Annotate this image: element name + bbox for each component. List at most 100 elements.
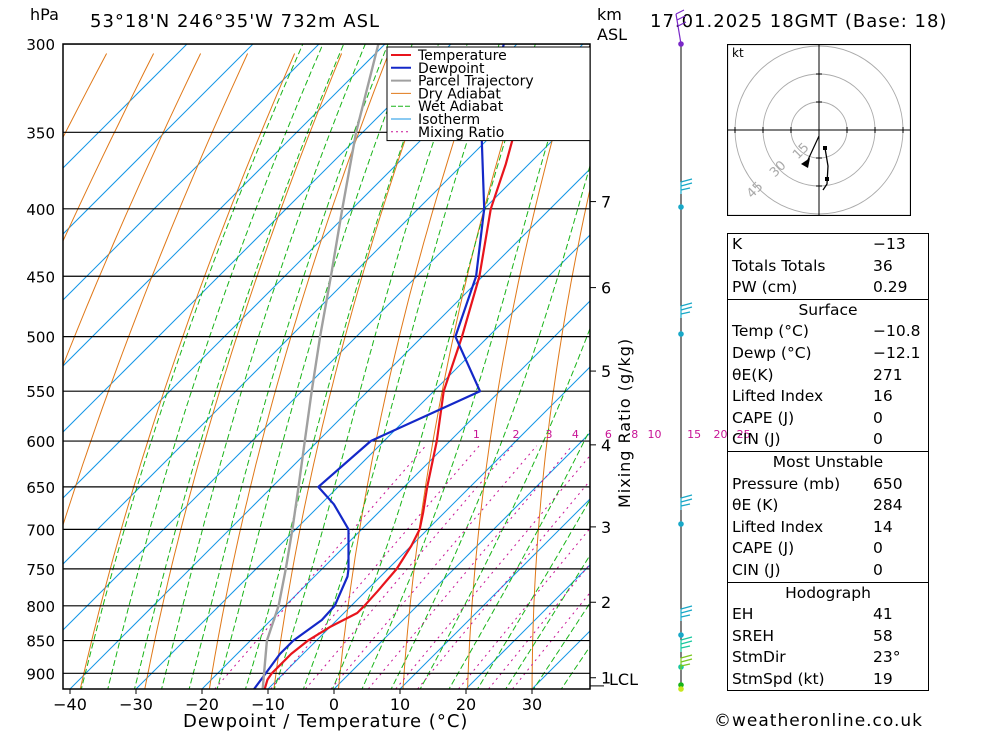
- temperature-tick-label: 10: [390, 695, 410, 714]
- datetime-title: 17.01.2025 18GMT (Base: 18): [650, 11, 948, 32]
- wind-barb: [680, 302, 693, 318]
- surface-key: CIN (J): [732, 430, 781, 449]
- wet-adiabat-line: [505, 554, 590, 689]
- mixing-ratio-axis-label: Mixing Ratio (g/kg): [615, 338, 634, 508]
- isotherm-line: [63, 44, 188, 169]
- isotherm-line: [63, 44, 320, 301]
- isotherm-line: [63, 44, 518, 499]
- credit-link[interactable]: ©weatheronline.co.uk: [714, 711, 924, 731]
- legend-box: [386, 46, 591, 142]
- surface-key: θE(K): [732, 365, 774, 384]
- plot-frame: [62, 43, 591, 690]
- dry-adiabat-line: [63, 53, 155, 243]
- hodo-value: 19: [873, 669, 893, 688]
- km-tick-label: 4: [601, 436, 611, 455]
- mu-key: θE (K): [732, 496, 779, 515]
- hodo-key: EH: [732, 605, 754, 624]
- index-key: PW (cm): [732, 278, 798, 297]
- wind-level-dot: [678, 331, 684, 337]
- mixing-ratio-label: 4: [572, 428, 579, 441]
- wind-barb: [680, 654, 693, 670]
- index-value: 0.29: [873, 278, 908, 297]
- hodograph-indices-title: Hodograph: [785, 583, 871, 602]
- dry-adiabat-line: [79, 53, 296, 689]
- mu-key: CAPE (J): [732, 539, 795, 558]
- pressure-tick-label: 750: [26, 561, 55, 579]
- hodo-key: StmDir: [732, 648, 786, 667]
- surface-value: 16: [873, 387, 893, 406]
- series-parcel-trajectory: [261, 44, 380, 689]
- surface-value: 0: [873, 408, 883, 427]
- wind-level-dot: [678, 521, 684, 527]
- km-tick-label: 6: [601, 279, 611, 298]
- wet-adiabat-line: [80, 44, 304, 689]
- surface-section: Surface Temp (°C) −10.8 Dewp (°C) −12.1 θE…: [728, 298, 928, 451]
- isotherm-line: [63, 44, 584, 565]
- dry-adiabat-line: [467, 53, 578, 689]
- wet-adiabat-line: [273, 44, 468, 689]
- wet-adiabat-line: [216, 44, 413, 689]
- mu-value: 650: [873, 474, 903, 493]
- isotherm-line: [333, 432, 590, 689]
- hodo-value: 41: [873, 605, 893, 624]
- mu-value: 0: [873, 560, 883, 579]
- storm-motion-arrow: [806, 135, 820, 163]
- isotherm-line: [267, 366, 590, 689]
- dry-adiabat-line: [63, 53, 202, 367]
- temperature-tick-label: −10: [251, 695, 285, 714]
- wet-adiabat-line: [302, 44, 500, 689]
- wet-adiabat-line: [161, 44, 366, 689]
- surface-key: Dewp (°C): [732, 343, 812, 362]
- surface-value: −12.1: [873, 343, 921, 362]
- mixing-ratio-label: 15: [687, 428, 701, 441]
- hodo-value: 23°: [873, 648, 901, 667]
- wet-adiabat-line: [244, 44, 439, 689]
- wind-level-dot: [678, 686, 684, 692]
- pressure-tick-label: 650: [26, 479, 55, 497]
- pressure-tick-label: 350: [26, 124, 55, 142]
- mu-key: CIN (J): [732, 560, 781, 579]
- wet-adiabat-line: [533, 602, 590, 689]
- temperature-tick-label: 30: [522, 695, 542, 714]
- isotherm-line: [63, 44, 254, 235]
- pressure-tick-label: 450: [26, 268, 55, 286]
- mixing-ratio-line: [214, 445, 427, 689]
- units-hpa-label: hPa: [30, 5, 59, 24]
- location-title: 53°18'N 246°35'W 732m ASL: [90, 11, 381, 32]
- legend-label: Wet Adiabat: [418, 99, 504, 115]
- pressure-tick-label: 700: [26, 521, 55, 539]
- mu-value: 284: [873, 496, 903, 515]
- dry-adiabat-line: [338, 53, 484, 689]
- indices-table: K −13 Totals Totals 36 PW (cm) 0.29 Surface…: [727, 233, 929, 692]
- surface-value: 0: [873, 430, 883, 449]
- hodo-value: 58: [873, 626, 893, 645]
- wet-adiabat-line: [133, 44, 345, 689]
- wind-level-dot: [678, 632, 684, 638]
- wind-barb: [675, 9, 687, 45]
- pressure-tick-label: 300: [26, 36, 55, 54]
- series-dewpoint: [253, 44, 505, 689]
- isotherm-line: [201, 300, 590, 689]
- mixing-ratio-line: [488, 563, 590, 689]
- index-key: Totals Totals: [732, 256, 826, 275]
- index-value: −13: [873, 235, 906, 253]
- legend-label: Dewpoint: [418, 61, 485, 77]
- mixing-ratio-line: [330, 445, 537, 689]
- mu-key: Lifted Index: [732, 517, 824, 536]
- general-indices: K −13 Totals Totals 36 PW (cm) 0.29: [728, 234, 928, 299]
- surface-key: Lifted Index: [732, 387, 824, 406]
- mixing-ratio-line: [395, 454, 590, 689]
- mixing-ratio-label: 8: [631, 428, 638, 441]
- dry-adiabat-line: [531, 186, 590, 689]
- dry-adiabat-line: [63, 53, 249, 527]
- wind-level-dot: [678, 204, 684, 210]
- wet-adiabat-line: [361, 44, 578, 689]
- legend-label: Mixing Ratio: [418, 125, 504, 141]
- index-key: K: [732, 235, 743, 253]
- wet-adiabat-line: [107, 44, 324, 689]
- dry-adiabat-line: [63, 53, 108, 139]
- km-tick-label: 7: [601, 193, 611, 212]
- isotherm-line: [63, 102, 590, 631]
- series-temperature: [263, 45, 590, 689]
